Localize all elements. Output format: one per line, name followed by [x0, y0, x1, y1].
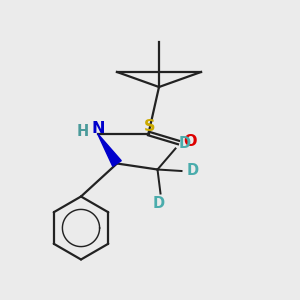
Text: D: D: [187, 163, 199, 178]
Text: H: H: [77, 124, 89, 140]
Text: O: O: [183, 134, 197, 148]
Polygon shape: [98, 134, 121, 166]
Text: S: S: [144, 119, 156, 134]
Text: D: D: [178, 136, 190, 152]
Text: N: N: [92, 121, 105, 136]
Text: D: D: [153, 196, 165, 211]
